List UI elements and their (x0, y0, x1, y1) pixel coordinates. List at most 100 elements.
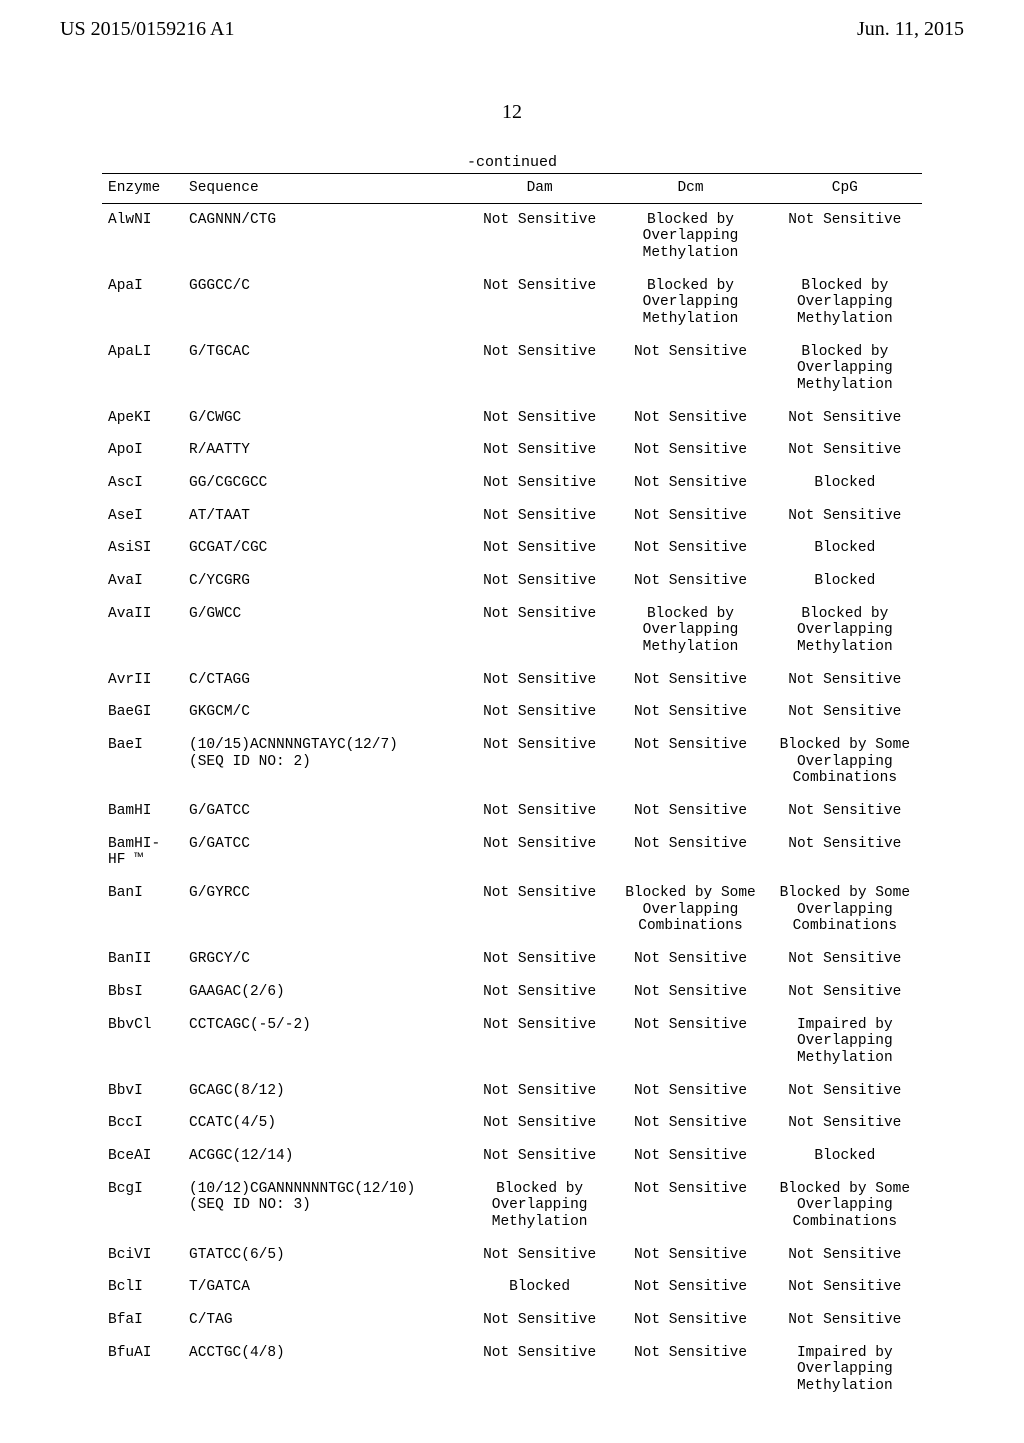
table-row: BclIT/GATCABlockedNot SensitiveNot Sensi… (102, 1271, 922, 1304)
page-number: 12 (60, 101, 964, 124)
cell-cpg: Impaired by Overlapping Methylation (768, 1337, 922, 1403)
cell-dcm: Blocked by Some Overlapping Combinations (613, 877, 767, 943)
table-row: BfaIC/TAGNot SensitiveNot SensitiveNot S… (102, 1304, 922, 1337)
cell-enzyme: ApoI (102, 434, 183, 467)
cell-enzyme: BclI (102, 1271, 183, 1304)
cell-dcm: Not Sensitive (613, 1239, 767, 1272)
page-header: US 2015/0159216 A1 Jun. 11, 2015 (60, 18, 964, 41)
cell-sequence: G/GWCC (183, 598, 466, 664)
cell-cpg: Not Sensitive (768, 500, 922, 533)
table-row: AseIAT/TAATNot SensitiveNot SensitiveNot… (102, 500, 922, 533)
cell-enzyme: BcgI (102, 1173, 183, 1239)
enzyme-table: Enzyme Sequence Dam Dcm CpG AlwNICAGNNN/… (102, 173, 922, 1403)
col-header-enzyme: Enzyme (102, 174, 183, 204)
cell-enzyme: BceAI (102, 1140, 183, 1173)
cell-dcm: Not Sensitive (613, 795, 767, 828)
cell-enzyme: BccI (102, 1107, 183, 1140)
cell-sequence: ACGGC(12/14) (183, 1140, 466, 1173)
cell-enzyme: BfaI (102, 1304, 183, 1337)
cell-enzyme: BbvCl (102, 1009, 183, 1075)
cell-dam: Not Sensitive (466, 1075, 613, 1108)
cell-cpg: Not Sensitive (768, 696, 922, 729)
cell-enzyme: BbsI (102, 976, 183, 1009)
cell-dam: Not Sensitive (466, 1304, 613, 1337)
cell-dcm: Not Sensitive (613, 336, 767, 402)
cell-cpg: Blocked (768, 532, 922, 565)
cell-dcm: Not Sensitive (613, 976, 767, 1009)
cell-dam: Not Sensitive (466, 434, 613, 467)
cell-enzyme: BbvI (102, 1075, 183, 1108)
table-row: BamHI- HF ™G/GATCCNot SensitiveNot Sensi… (102, 828, 922, 877)
cell-cpg: Not Sensitive (768, 1107, 922, 1140)
cell-sequence: G/TGCAC (183, 336, 466, 402)
cell-dam: Not Sensitive (466, 467, 613, 500)
cell-cpg: Not Sensitive (768, 434, 922, 467)
cell-sequence: (10/12)CGANNNNNNTGC(12/10) (SEQ ID NO: 3… (183, 1173, 466, 1239)
cell-cpg: Blocked by Some Overlapping Combinations (768, 729, 922, 795)
cell-dcm: Not Sensitive (613, 434, 767, 467)
cell-dam: Not Sensitive (466, 976, 613, 1009)
cell-dam: Not Sensitive (466, 696, 613, 729)
cell-enzyme: AvaI (102, 565, 183, 598)
cell-sequence: G/GATCC (183, 795, 466, 828)
cell-dam: Not Sensitive (466, 402, 613, 435)
cell-cpg: Not Sensitive (768, 1271, 922, 1304)
cell-dcm: Blocked by Overlapping Methylation (613, 270, 767, 336)
cell-enzyme: BamHI (102, 795, 183, 828)
publication-number: US 2015/0159216 A1 (60, 18, 234, 41)
cell-sequence: ACCTGC(4/8) (183, 1337, 466, 1403)
cell-enzyme: BamHI- HF ™ (102, 828, 183, 877)
cell-cpg: Blocked by Overlapping Methylation (768, 336, 922, 402)
cell-sequence: G/CWGC (183, 402, 466, 435)
table-row: BbvClCCTCAGC(-5/-2)Not SensitiveNot Sens… (102, 1009, 922, 1075)
table-row: ApaIGGGCC/CNot SensitiveBlocked by Overl… (102, 270, 922, 336)
table-row: ApoIR/AATTYNot SensitiveNot SensitiveNot… (102, 434, 922, 467)
cell-cpg: Impaired by Overlapping Methylation (768, 1009, 922, 1075)
cell-dcm: Not Sensitive (613, 1173, 767, 1239)
cell-cpg: Not Sensitive (768, 943, 922, 976)
cell-enzyme: BaeGI (102, 696, 183, 729)
cell-dcm: Not Sensitive (613, 532, 767, 565)
table-row: AsiSIGCGAT/CGCNot SensitiveNot Sensitive… (102, 532, 922, 565)
cell-enzyme: ApaI (102, 270, 183, 336)
cell-sequence: G/GYRCC (183, 877, 466, 943)
cell-dcm: Not Sensitive (613, 402, 767, 435)
cell-dcm: Not Sensitive (613, 500, 767, 533)
cell-enzyme: BanI (102, 877, 183, 943)
cell-sequence: AT/TAAT (183, 500, 466, 533)
cell-cpg: Not Sensitive (768, 1239, 922, 1272)
cell-dam: Not Sensitive (466, 532, 613, 565)
cell-dcm: Not Sensitive (613, 1304, 767, 1337)
cell-enzyme: BciVI (102, 1239, 183, 1272)
cell-dam: Not Sensitive (466, 270, 613, 336)
table-row: BaeGIGKGCM/CNot SensitiveNot SensitiveNo… (102, 696, 922, 729)
col-header-dcm: Dcm (613, 174, 767, 204)
cell-cpg: Not Sensitive (768, 1304, 922, 1337)
cell-cpg: Blocked by Overlapping Methylation (768, 270, 922, 336)
cell-dam: Blocked (466, 1271, 613, 1304)
cell-cpg: Blocked (768, 467, 922, 500)
cell-cpg: Not Sensitive (768, 203, 922, 270)
table-row: AvrIIC/CTAGGNot SensitiveNot SensitiveNo… (102, 664, 922, 697)
cell-dam: Not Sensitive (466, 336, 613, 402)
table-body: AlwNICAGNNN/CTGNot SensitiveBlocked by O… (102, 203, 922, 1402)
cell-dcm: Not Sensitive (613, 565, 767, 598)
cell-enzyme: AlwNI (102, 203, 183, 270)
table-row: BciVIGTATCC(6/5) Not SensitiveNot Sensiti… (102, 1239, 922, 1272)
cell-sequence: (10/15)ACNNNNGTAYC(12/7) (SEQ ID NO: 2) (183, 729, 466, 795)
cell-enzyme: AscI (102, 467, 183, 500)
cell-dam: Not Sensitive (466, 1009, 613, 1075)
cell-sequence: G/GATCC (183, 828, 466, 877)
cell-dcm: Not Sensitive (613, 1271, 767, 1304)
cell-cpg: Blocked by Some Overlapping Combinations (768, 1173, 922, 1239)
cell-cpg: Blocked (768, 1140, 922, 1173)
cell-cpg: Not Sensitive (768, 402, 922, 435)
cell-dam: Not Sensitive (466, 203, 613, 270)
cell-dcm: Not Sensitive (613, 1009, 767, 1075)
cell-sequence: GTATCC(6/5) (183, 1239, 466, 1272)
cell-sequence: GAAGAC(2/6) (183, 976, 466, 1009)
cell-dam: Not Sensitive (466, 729, 613, 795)
cell-enzyme: BanII (102, 943, 183, 976)
cell-sequence: CAGNNN/CTG (183, 203, 466, 270)
table-header-row: Enzyme Sequence Dam Dcm CpG (102, 174, 922, 204)
